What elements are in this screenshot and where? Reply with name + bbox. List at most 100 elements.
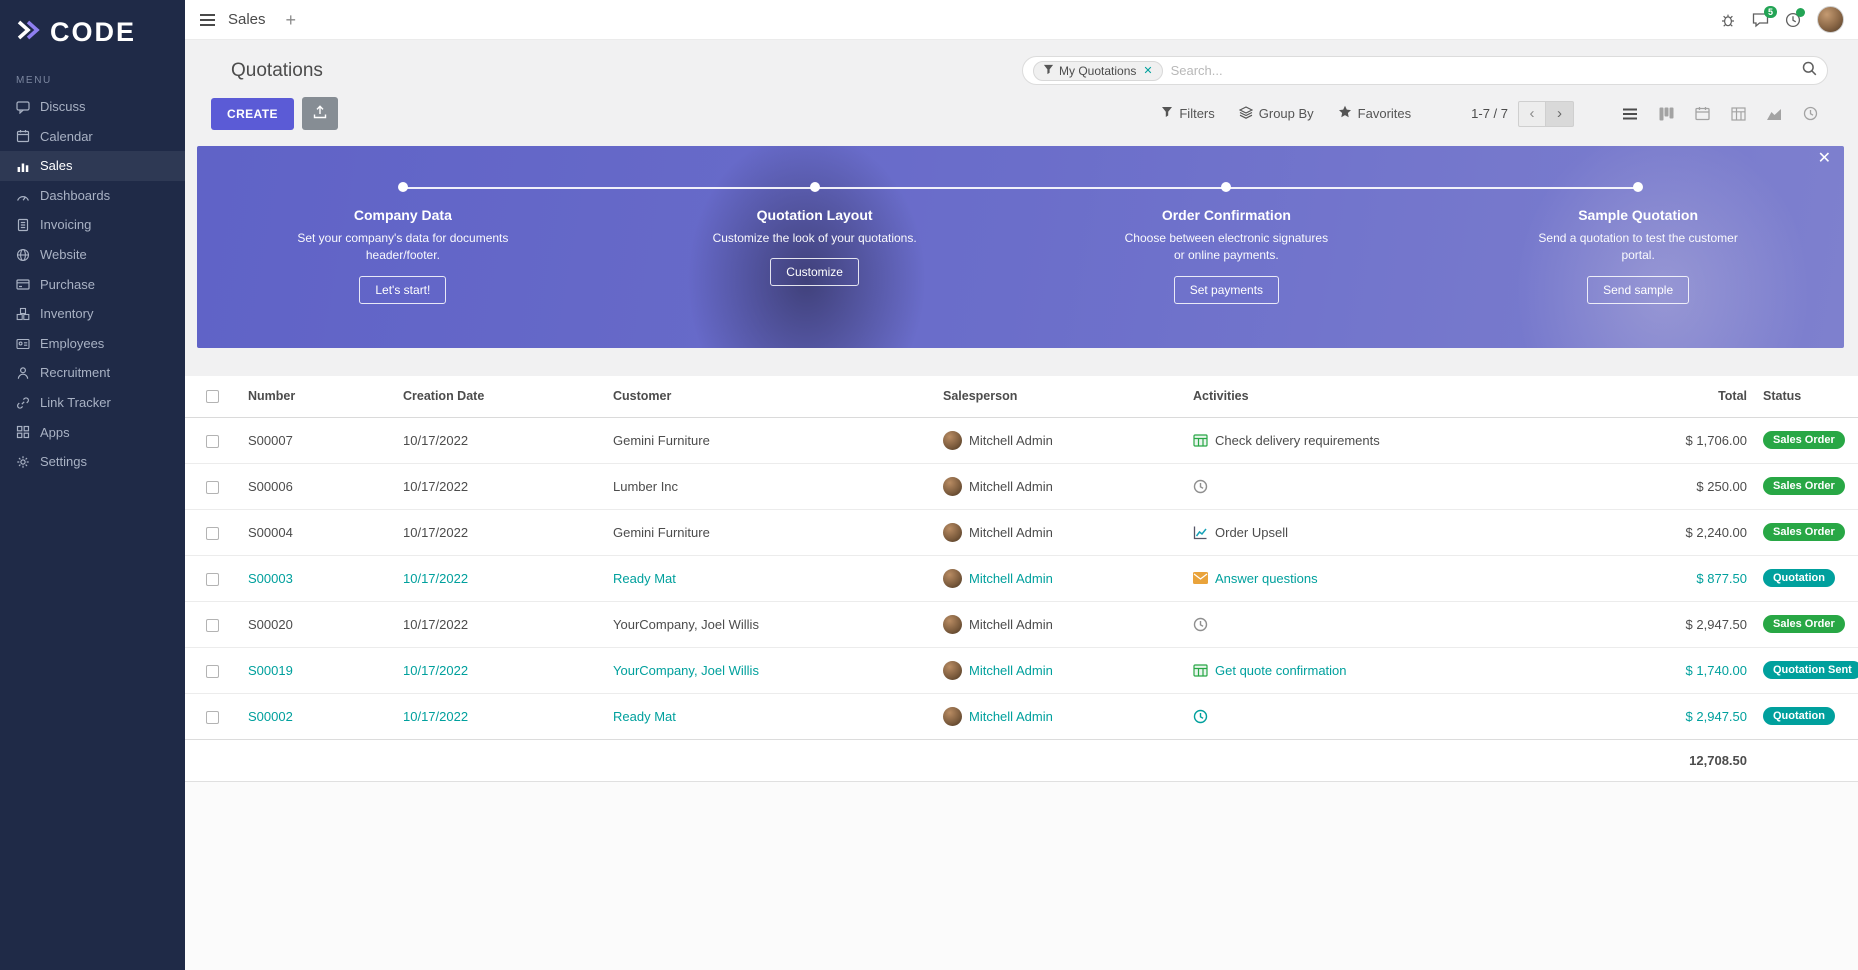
hamburger-menu-icon[interactable] [199, 13, 216, 27]
row-checkbox[interactable] [206, 573, 219, 586]
kanban-view-icon[interactable] [1648, 101, 1684, 127]
table-row[interactable]: S00019 10/17/2022 YourCompany, Joel Will… [185, 647, 1858, 693]
bug-icon[interactable] [1720, 12, 1736, 28]
step-title: Quotation Layout [609, 207, 1021, 223]
select-all-checkbox[interactable] [206, 390, 219, 403]
sidebar-item-label: Link Tracker [40, 395, 111, 411]
create-button[interactable]: CREATE [211, 98, 294, 130]
step-title: Company Data [197, 207, 609, 223]
salesperson-avatar [943, 431, 962, 450]
step-description: Customize the look of your quotations. [709, 230, 921, 247]
sidebar-item-discuss[interactable]: Discuss [0, 92, 185, 122]
column-header-salesperson[interactable]: Salesperson [935, 376, 1185, 417]
active-app-name[interactable]: Sales [228, 11, 266, 28]
activity-cell[interactable]: Get quote confirmation [1193, 663, 1507, 678]
row-number: S00019 [240, 647, 395, 693]
close-icon[interactable]: ✕ [1818, 151, 1831, 167]
customize-button[interactable]: Customize [770, 258, 859, 286]
row-total: $ 250.00 [1515, 463, 1755, 509]
column-header-number[interactable]: Number [240, 376, 395, 417]
row-checkbox[interactable] [206, 711, 219, 724]
sidebar-item-recruitment[interactable]: Recruitment [0, 358, 185, 388]
sidebar-item-sales[interactable]: Sales [0, 151, 185, 181]
activity-cell[interactable]: Answer questions [1193, 571, 1507, 586]
filters-label: Filters [1179, 106, 1214, 121]
filters-button[interactable]: Filters [1161, 106, 1214, 121]
row-creation-date: 10/17/2022 [395, 509, 605, 555]
step-dot [398, 182, 408, 192]
plus-icon[interactable]: + [286, 11, 297, 29]
sidebar-item-label: Calendar [40, 129, 93, 145]
user-avatar[interactable] [1817, 6, 1844, 33]
export-button[interactable] [302, 97, 338, 130]
sidebar-item-calendar[interactable]: Calendar [0, 122, 185, 152]
lets-start-button[interactable]: Let's start! [359, 276, 446, 304]
search-icon[interactable] [1802, 61, 1817, 81]
row-checkbox[interactable] [206, 527, 219, 540]
table-row[interactable]: S00007 10/17/2022 Gemini Furniture Mitch… [185, 417, 1858, 463]
sidebar-item-settings[interactable]: Settings [0, 447, 185, 477]
grid-icon [16, 425, 30, 439]
salesperson-avatar [943, 569, 962, 588]
sidebar-item-inventory[interactable]: Inventory [0, 299, 185, 329]
onboarding-step-quotation-layout: Quotation Layout Customize the look of y… [609, 146, 1021, 348]
sidebar-item-dashboards[interactable]: Dashboards [0, 181, 185, 211]
onboarding-banner: ✕ Company Data Set your company's data f… [197, 146, 1844, 348]
sidebar-item-website[interactable]: Website [0, 240, 185, 270]
send-sample-button[interactable]: Send sample [1587, 276, 1689, 304]
step-description: Set your company's data for documents he… [297, 230, 509, 265]
logo-text: CODE [50, 17, 136, 48]
pager-next-button[interactable]: › [1546, 101, 1574, 127]
activity-cell[interactable] [1193, 709, 1507, 724]
activity-label: Answer questions [1215, 571, 1318, 586]
table-row[interactable]: S00020 10/17/2022 YourCompany, Joel Will… [185, 601, 1858, 647]
calendar-view-icon[interactable] [1684, 101, 1720, 127]
pager-previous-button[interactable]: ‹ [1518, 101, 1546, 127]
column-header-activities[interactable]: Activities [1185, 376, 1515, 417]
table-footer-row: 12,708.50 [185, 739, 1858, 781]
sidebar-item-employees[interactable]: Employees [0, 329, 185, 359]
graph-view-icon[interactable] [1756, 101, 1792, 127]
column-header-creation-date[interactable]: Creation Date [395, 376, 605, 417]
activity-cell[interactable] [1193, 479, 1507, 494]
sidebar-item-purchase[interactable]: Purchase [0, 270, 185, 300]
search-bar[interactable]: My Quotations ✕ [1022, 56, 1828, 85]
facet-remove-icon[interactable]: ✕ [1143, 64, 1152, 77]
chat-icon[interactable]: 5 [1752, 12, 1769, 28]
sidebar-item-label: Apps [40, 425, 70, 441]
activity-clock-icon[interactable] [1785, 12, 1801, 28]
invoice-icon [16, 218, 30, 232]
row-checkbox[interactable] [206, 481, 219, 494]
groupby-button[interactable]: Group By [1239, 106, 1314, 122]
row-checkbox[interactable] [206, 665, 219, 678]
activity-cell[interactable] [1193, 617, 1507, 632]
table-row[interactable]: S00002 10/17/2022 Ready Mat Mitchell Adm… [185, 693, 1858, 739]
table-row[interactable]: S00003 10/17/2022 Ready Mat Mitchell Adm… [185, 555, 1858, 601]
footer-total: 12,708.50 [1515, 739, 1755, 781]
sidebar: CODE MENU Discuss Calendar Sales Dashboa… [0, 0, 185, 970]
app-logo[interactable]: CODE [0, 0, 185, 61]
favorites-button[interactable]: Favorites [1338, 105, 1411, 122]
sidebar-item-invoicing[interactable]: Invoicing [0, 210, 185, 240]
column-header-status[interactable]: Status [1755, 376, 1858, 417]
search-facet[interactable]: My Quotations ✕ [1033, 61, 1163, 81]
sidebar-item-apps[interactable]: Apps [0, 418, 185, 448]
table-row[interactable]: S00006 10/17/2022 Lumber Inc Mitchell Ad… [185, 463, 1858, 509]
column-header-customer[interactable]: Customer [605, 376, 935, 417]
pivot-view-icon[interactable] [1720, 101, 1756, 127]
row-checkbox[interactable] [206, 435, 219, 448]
row-checkbox[interactable] [206, 619, 219, 632]
list-view-icon[interactable] [1612, 101, 1648, 127]
table-row[interactable]: S00004 10/17/2022 Gemini Furniture Mitch… [185, 509, 1858, 555]
row-total: $ 1,740.00 [1515, 647, 1755, 693]
chat-icon [16, 100, 30, 114]
search-input[interactable] [1171, 63, 1794, 78]
set-payments-button[interactable]: Set payments [1174, 276, 1279, 304]
row-total: $ 2,947.50 [1515, 601, 1755, 647]
activity-cell[interactable]: Check delivery requirements [1193, 433, 1507, 448]
row-creation-date: 10/17/2022 [395, 555, 605, 601]
activity-cell[interactable]: Order Upsell [1193, 525, 1507, 540]
sidebar-item-link-tracker[interactable]: Link Tracker [0, 388, 185, 418]
column-header-total[interactable]: Total [1515, 376, 1755, 417]
activity-view-icon[interactable] [1792, 101, 1828, 127]
